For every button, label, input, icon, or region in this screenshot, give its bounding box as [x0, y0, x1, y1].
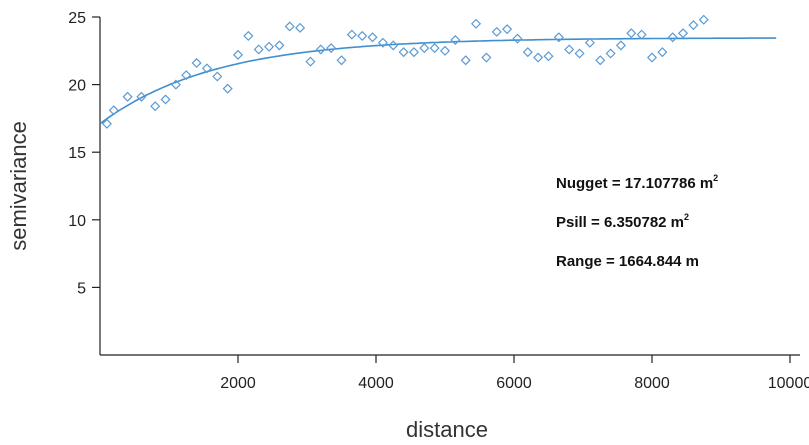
data-point [646, 52, 658, 63]
data-point [357, 30, 368, 41]
data-point [264, 41, 275, 52]
axes [99, 17, 800, 356]
data-point [181, 70, 192, 81]
data-point [471, 18, 482, 29]
data-point [253, 44, 264, 55]
data-point [564, 44, 575, 55]
annotations: Nugget = 17.107786 m2 Psill = 6.350782 m… [556, 173, 718, 270]
data-point [222, 83, 233, 94]
data-point [429, 43, 440, 54]
x-tick-label: 2000 [220, 375, 256, 392]
x-tick-label: 8000 [634, 375, 670, 392]
data-point [191, 57, 202, 69]
x-tick-label: 10000 [768, 375, 809, 392]
data-point [543, 51, 554, 62]
data-point [460, 55, 471, 66]
data-point [491, 26, 502, 37]
data-point [295, 22, 306, 33]
data-point [522, 47, 533, 58]
y-tick-label: 10 [68, 213, 86, 230]
data-point [626, 28, 637, 39]
data-point [212, 71, 223, 82]
data-point [398, 47, 409, 58]
data-point [101, 118, 112, 129]
data-point [688, 20, 699, 31]
data-point [481, 52, 492, 63]
x-axis-title: distance [406, 417, 488, 442]
data-point [574, 48, 585, 59]
data-point [150, 101, 161, 112]
data-point [419, 43, 430, 54]
data-point [170, 79, 181, 90]
data-point [305, 56, 316, 67]
data-point [367, 32, 378, 43]
data-point [108, 105, 119, 116]
data-point [533, 52, 544, 63]
data-point [698, 14, 709, 25]
data-point [595, 55, 606, 66]
y-tick-label: 20 [68, 78, 86, 95]
annotation-psill: Psill = 6.350782 m2 [556, 212, 689, 231]
data-point [377, 37, 388, 48]
data-point [584, 37, 595, 48]
x-ticks: 2000 4000 6000 8000 10000 [220, 355, 809, 392]
data-point [439, 45, 451, 56]
data-point [408, 47, 419, 58]
data-point [326, 43, 337, 54]
data-point [336, 55, 347, 66]
y-ticks: 5 10 15 20 25 [68, 10, 100, 297]
data-point [667, 32, 678, 43]
data-point [512, 33, 523, 44]
data-point [615, 40, 626, 51]
data-point [136, 91, 147, 102]
fitted-model-curve [99, 37, 777, 125]
data-point [657, 47, 668, 58]
data-point [243, 30, 254, 41]
data-point [553, 32, 564, 43]
data-point [605, 48, 616, 59]
data-point [284, 21, 295, 32]
data-point [678, 28, 689, 39]
data-point [201, 63, 212, 74]
data-point [636, 29, 647, 40]
x-tick-label: 4000 [358, 375, 394, 392]
y-tick-label: 5 [77, 280, 86, 297]
y-tick-label: 25 [68, 10, 86, 27]
data-point [388, 40, 399, 51]
y-tick-label: 15 [68, 145, 86, 162]
data-point [232, 49, 244, 60]
data-point [315, 44, 326, 55]
data-point [346, 29, 357, 40]
data-point [122, 91, 133, 102]
y-axis-title: semivariance [6, 121, 31, 251]
data-point [274, 40, 285, 51]
data-points [101, 14, 709, 129]
data-point [160, 94, 171, 105]
x-tick-label: 6000 [496, 375, 532, 392]
data-point [502, 24, 513, 35]
annotation-nugget: Nugget = 17.107786 m2 [556, 173, 718, 192]
annotation-range: Range = 1664.844 m [556, 253, 699, 270]
data-point [450, 34, 461, 46]
